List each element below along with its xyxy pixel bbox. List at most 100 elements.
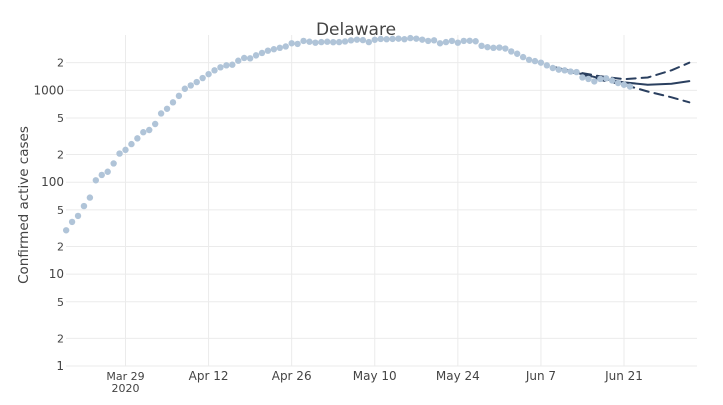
observed-point	[110, 160, 117, 167]
observed-point	[419, 36, 426, 43]
observed-point	[205, 70, 212, 78]
observed-point	[276, 44, 283, 52]
observed-point	[163, 105, 171, 112]
observed-point	[377, 35, 384, 43]
observed-point	[140, 129, 147, 136]
observed-point	[86, 194, 94, 201]
y-axis-label: Confirmed active cases	[16, 126, 32, 284]
observed-point	[413, 35, 420, 42]
observed-point	[211, 67, 218, 74]
observed-point	[508, 48, 515, 55]
observed-point	[424, 37, 432, 45]
observed-point	[585, 75, 592, 83]
y-tick-label: 5	[57, 204, 64, 217]
observed-point	[134, 135, 141, 142]
observed-point	[306, 38, 313, 45]
x-tick-sublabel: 2020	[112, 382, 140, 395]
observed-point	[460, 37, 467, 45]
observed-point	[472, 38, 479, 45]
y-tick-label: 2	[57, 240, 64, 253]
observed-point	[502, 45, 509, 52]
observed-point	[235, 57, 242, 64]
observed-point	[626, 83, 634, 90]
observed-point	[436, 40, 444, 47]
observed-point	[62, 227, 70, 234]
observed-point	[116, 150, 123, 157]
observed-point	[288, 40, 295, 47]
observed-point	[104, 168, 111, 175]
y-tick-label: 5	[57, 112, 64, 125]
observed-point	[270, 46, 278, 53]
observed-point	[175, 92, 183, 100]
observed-point	[442, 38, 450, 46]
observed-point	[347, 37, 355, 44]
observed-point	[567, 68, 574, 75]
observed-point	[490, 44, 497, 52]
observed-point	[229, 61, 236, 68]
y-tick-label: 1000	[33, 83, 64, 97]
observed-point	[68, 218, 76, 226]
observed-point	[353, 36, 361, 43]
y-tick-labels: 1 10 100 1000 2 5 2 5 2 5 2	[33, 57, 64, 373]
observed-point	[525, 56, 533, 63]
observed-points	[62, 34, 634, 234]
observed-point	[401, 36, 408, 43]
observed-point	[223, 62, 230, 69]
observed-point	[478, 42, 485, 50]
observed-point	[80, 202, 88, 210]
observed-point	[371, 36, 378, 43]
observed-point	[146, 126, 153, 134]
observed-point	[252, 52, 260, 59]
observed-point	[454, 39, 462, 46]
observed-point	[169, 99, 177, 106]
observed-point	[341, 38, 349, 45]
observed-point	[614, 79, 622, 87]
observed-point	[240, 54, 248, 62]
observed-point	[217, 64, 224, 71]
observed-point	[543, 62, 551, 69]
observed-point	[98, 171, 105, 179]
y-tick-label: 2	[57, 332, 64, 345]
observed-point	[519, 53, 527, 61]
x-tick-label: Jun 21	[604, 369, 643, 383]
observed-point	[466, 37, 473, 44]
observed-point	[330, 38, 337, 46]
observed-point	[389, 35, 396, 43]
observed-point	[407, 34, 414, 42]
observed-point	[496, 44, 503, 51]
observed-point	[335, 38, 343, 46]
observed-point	[318, 38, 325, 46]
observed-point	[383, 36, 390, 43]
observed-point	[187, 82, 194, 89]
x-tick-label: May 24	[436, 369, 480, 383]
observed-point	[294, 40, 301, 48]
observed-point	[597, 75, 604, 83]
x-tick-label: Apr 12	[189, 369, 229, 383]
observed-point	[513, 50, 521, 57]
y-tick-label: 2	[57, 57, 64, 70]
y-tick-label: 100	[41, 175, 64, 189]
observed-point	[359, 36, 367, 44]
observed-point	[549, 64, 556, 72]
observed-point	[128, 140, 135, 148]
observed-point	[591, 78, 598, 85]
observed-point	[92, 177, 100, 184]
x-tick-label: Jun 7	[525, 369, 556, 383]
x-tick-label: May 10	[353, 369, 397, 383]
observed-point	[555, 66, 562, 73]
observed-point	[300, 37, 307, 45]
observed-point	[620, 81, 628, 88]
observed-point	[602, 75, 610, 82]
y-tick-label: 2	[57, 149, 64, 162]
observed-point	[537, 59, 545, 66]
grid-layer	[66, 35, 697, 367]
y-tick-label: 1	[56, 359, 64, 373]
observed-point	[484, 43, 491, 51]
observed-point	[395, 35, 402, 42]
observed-point	[246, 55, 254, 62]
observed-point	[573, 68, 580, 76]
observed-point	[151, 120, 159, 128]
